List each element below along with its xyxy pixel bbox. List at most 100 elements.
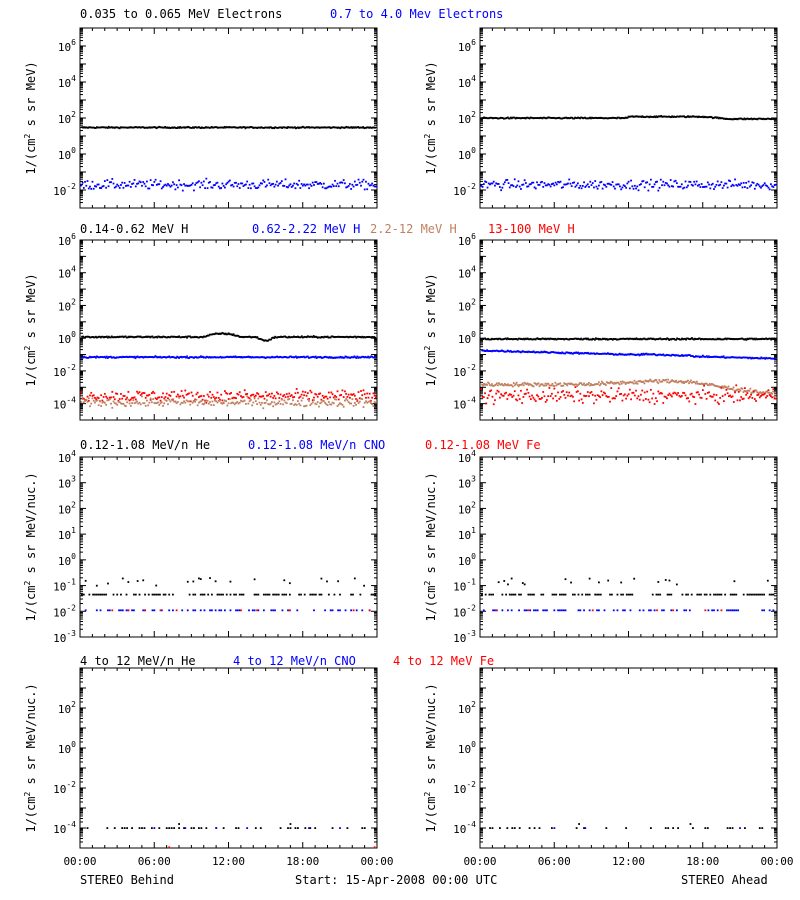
- data-point: [520, 188, 522, 190]
- data-point: [350, 593, 353, 596]
- data-point: [238, 391, 241, 394]
- data-point: [537, 351, 540, 354]
- data-point: [199, 578, 202, 580]
- data-point: [268, 393, 271, 395]
- data-point: [334, 126, 337, 129]
- data-point: [318, 405, 320, 408]
- data-point: [174, 356, 177, 359]
- data-point: [724, 337, 727, 340]
- data-point: [108, 336, 111, 339]
- data-point: [735, 384, 738, 387]
- data-point: [298, 396, 301, 399]
- data-point: [637, 353, 640, 356]
- data-point: [596, 338, 598, 340]
- data-point: [101, 335, 104, 338]
- data-point: [716, 593, 719, 596]
- data-point: [102, 185, 105, 187]
- data-point: [341, 181, 344, 184]
- data-point: [648, 183, 651, 186]
- data-point: [341, 336, 344, 338]
- data-point: [490, 384, 492, 387]
- data-point: [610, 117, 613, 119]
- data-point: [510, 593, 513, 596]
- data-point: [315, 126, 318, 129]
- data-point: [530, 338, 533, 341]
- data-point: [505, 338, 508, 341]
- data-point: [517, 350, 520, 353]
- data-point: [371, 182, 374, 185]
- data-point: [663, 115, 666, 118]
- data-point: [99, 126, 102, 129]
- data-point: [762, 393, 765, 396]
- data-point: [203, 356, 206, 359]
- data-point: [245, 183, 247, 186]
- data-point: [159, 336, 162, 339]
- data-point: [134, 126, 137, 128]
- data-point: [90, 391, 93, 394]
- data-point: [98, 335, 100, 338]
- data-point: [564, 593, 567, 596]
- data-point: [520, 389, 522, 392]
- data-point: [119, 356, 122, 358]
- data-point: [326, 404, 329, 407]
- data-point: [138, 401, 141, 404]
- data-point: [521, 338, 524, 341]
- data-point: [667, 115, 670, 118]
- data-point: [291, 126, 293, 129]
- data-point: [133, 609, 135, 612]
- data-point: [627, 180, 630, 183]
- data-point: [657, 115, 660, 118]
- data-point: [100, 356, 103, 358]
- data-point: [499, 117, 501, 120]
- y-tick-label: 10-2: [453, 603, 476, 619]
- data-point: [527, 350, 530, 353]
- data-point: [710, 395, 713, 398]
- data-point: [765, 118, 768, 121]
- data-point: [183, 126, 185, 129]
- data-point: [594, 394, 597, 397]
- data-point: [81, 396, 84, 399]
- data-point: [665, 338, 668, 341]
- data-point: [563, 382, 566, 385]
- data-point: [614, 338, 617, 340]
- data-point: [597, 117, 599, 120]
- data-point: [297, 391, 299, 394]
- data-point: [614, 397, 616, 400]
- data-point: [251, 404, 254, 407]
- data-point: [666, 182, 668, 185]
- data-point: [585, 593, 587, 596]
- data-point: [544, 117, 547, 120]
- data-point: [97, 126, 99, 129]
- data-point: [285, 593, 288, 596]
- data-point: [178, 396, 180, 399]
- data-point: [214, 609, 217, 612]
- data-point: [508, 338, 511, 341]
- data-point: [283, 579, 286, 582]
- data-point: [156, 126, 159, 129]
- data-point: [124, 398, 127, 401]
- data-point: [739, 356, 742, 359]
- data-point: [558, 337, 561, 340]
- data-point: [117, 400, 120, 403]
- data-point: [252, 182, 255, 185]
- data-point: [331, 335, 334, 338]
- data-point: [342, 335, 345, 338]
- data-point: [733, 117, 736, 120]
- data-point: [337, 398, 340, 401]
- data-point: [240, 355, 243, 358]
- data-point: [766, 117, 769, 120]
- data-point: [153, 180, 156, 183]
- data-point: [107, 399, 110, 402]
- data-point: [708, 183, 710, 186]
- data-point: [103, 180, 106, 182]
- data-point: [133, 355, 136, 358]
- data-point: [625, 186, 628, 189]
- data-point: [641, 381, 644, 383]
- data-point: [235, 593, 237, 596]
- data-point: [336, 405, 339, 407]
- data-point: [643, 382, 646, 385]
- data-point: [597, 352, 599, 355]
- data-point: [245, 126, 248, 129]
- data-point: [733, 338, 736, 341]
